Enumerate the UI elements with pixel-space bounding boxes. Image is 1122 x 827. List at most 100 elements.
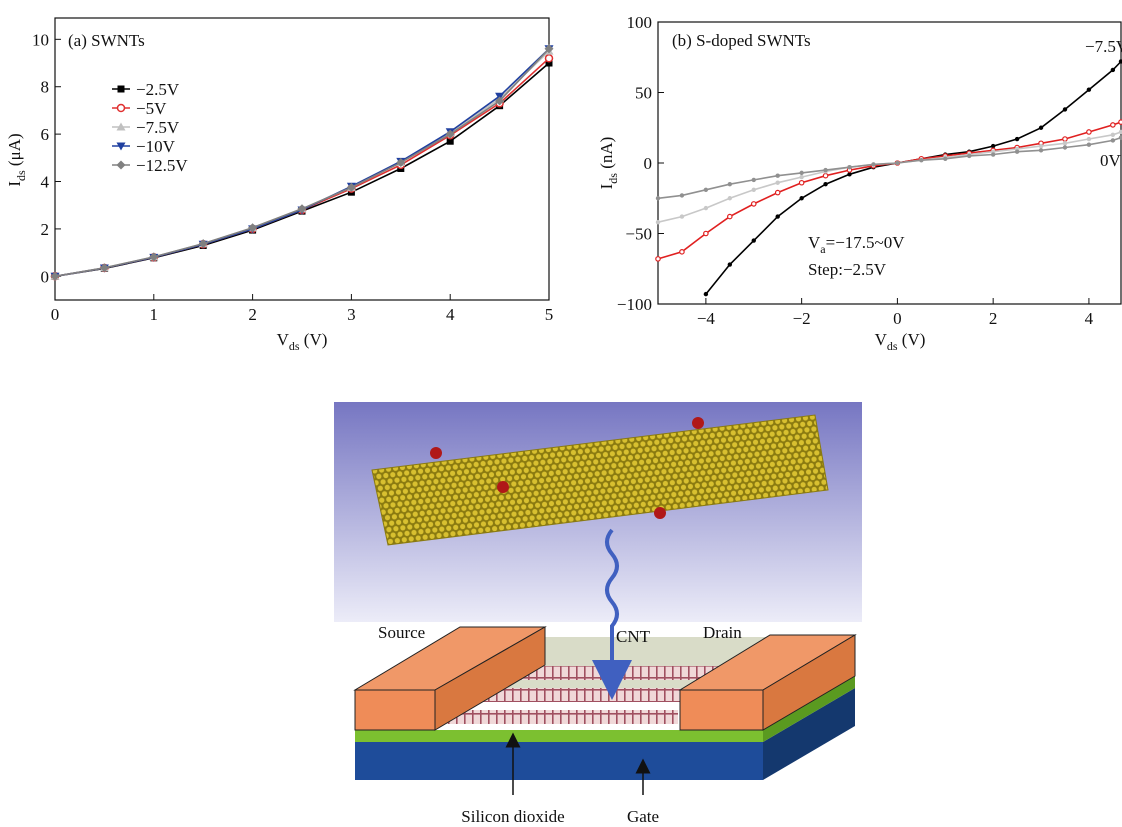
annotation: −7.5V [1085,37,1122,56]
marker [680,214,684,218]
marker [1039,126,1043,130]
marker [895,161,899,165]
series-line [55,51,549,276]
axis-label: Ids (μA) [5,133,28,186]
device-diagram: Source CNT Drain Silicon dioxide Gate [334,402,862,826]
marker [728,262,732,266]
marker [799,181,803,185]
marker [847,165,851,169]
marker [823,182,827,186]
marker [776,214,780,218]
chart-title: (a) SWNTs [68,31,145,50]
legend-label: −2.5V [136,80,180,99]
annotation-part: =−17.5~0V [826,233,906,252]
marker [823,168,827,172]
source-label: Source [378,623,425,642]
x-tick-label: 0 [893,309,902,328]
series-line [55,58,549,276]
marker [704,231,708,235]
marker [680,193,684,197]
marker [823,173,827,177]
series-line [55,49,549,276]
marker [1111,68,1115,72]
marker [728,196,732,200]
axis-label: Vds (V) [277,330,328,353]
marker [728,182,732,186]
sulfur-atom [430,447,442,459]
marker [752,178,756,182]
series-line [658,138,1121,199]
marker [943,157,947,161]
marker [1015,150,1019,154]
axis-label-part: ds [14,170,28,181]
y-tick-label: 4 [41,173,50,192]
x-tick-label: −2 [793,309,811,328]
drain-front [680,690,763,730]
axis-label-part: (V) [300,330,328,349]
marker [680,250,684,254]
marker [704,188,708,192]
y-tick-label: 0 [41,267,50,286]
marker [776,173,780,177]
nanotube [510,666,720,680]
nanotube [438,710,678,724]
x-tick-label: 2 [248,305,257,324]
x-tick-label: 3 [347,305,356,324]
sulfur-atom [497,481,509,493]
cnt-label: CNT [616,627,651,646]
marker [799,175,803,179]
marker [752,188,756,192]
marker [546,55,553,62]
axis-label-part: (nA) [597,137,616,173]
gate-label: Gate [627,807,659,826]
marker [656,257,660,261]
x-tick-label: 1 [150,305,159,324]
axis-label-part: ds [887,339,898,353]
figure: Source CNT Drain Silicon dioxide Gate −7… [0,0,1122,827]
x-tick-label: 2 [989,309,998,328]
marker [1087,142,1091,146]
marker [1063,145,1067,149]
marker [118,105,125,112]
chart-title: (b) S-doped SWNTs [672,31,811,50]
marker [1039,148,1043,152]
source-front [355,690,435,730]
x-tick-label: 4 [446,305,455,324]
marker [752,238,756,242]
marker [799,171,803,175]
axis-label: Ids (nA) [597,137,620,190]
sulfur-atom [692,417,704,429]
annotation-part: V [808,233,821,252]
legend-label: −10V [136,137,176,156]
y-tick-label: 6 [41,125,50,144]
marker [1111,133,1115,137]
axis-label-part: ds [606,173,620,184]
x-tick-label: 4 [1085,309,1094,328]
legend-label: −5V [136,99,167,118]
y-tick-label: 10 [32,30,49,49]
marker [1063,137,1067,141]
y-tick-label: 50 [635,84,652,103]
marker [871,162,875,166]
series-line [55,49,549,276]
marker [776,190,780,194]
legend-label: −12.5V [136,156,188,175]
y-tick-label: 100 [627,13,653,32]
drain-label: Drain [703,623,742,642]
annotation: Step:−2.5V [808,260,887,279]
oxide-label: Silicon dioxide [461,807,564,826]
legend-label: −7.5V [136,118,180,137]
marker [1087,87,1091,91]
axis-label-part: V [875,330,888,349]
marker [919,158,923,162]
marker [1087,130,1091,134]
marker [1063,141,1067,145]
marker [752,202,756,206]
series-line [55,63,549,276]
y-tick-label: 8 [41,78,50,97]
marker [117,161,126,170]
x-tick-label: −4 [697,309,716,328]
y-tick-label: 2 [41,220,50,239]
axis-label-part: ds [289,339,300,353]
y-tick-label: 0 [644,154,653,173]
